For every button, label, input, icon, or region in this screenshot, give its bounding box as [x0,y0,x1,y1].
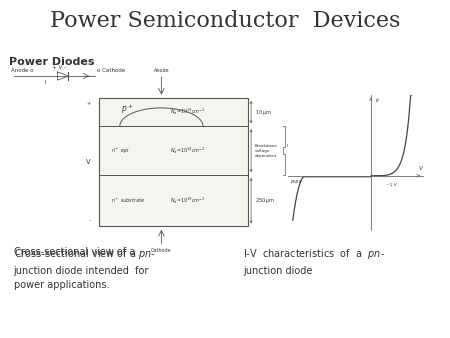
Text: $BV_{BD}$: $BV_{BD}$ [290,179,303,186]
Text: Breakdown
voltage
dependent: Breakdown voltage dependent [255,144,278,158]
Text: + V -: + V - [51,65,66,70]
Text: $I_F$: $I_F$ [375,97,381,105]
Text: Power Diodes: Power Diodes [9,57,94,68]
Text: $N_d\!=\!10^{14}cm^{-3}$: $N_d\!=\!10^{14}cm^{-3}$ [171,146,206,156]
Text: V: V [86,159,91,165]
Text: Power Semiconductor  Devices: Power Semiconductor Devices [50,10,400,32]
Text: Cathode: Cathode [151,248,172,254]
Text: Drift region
of thickness $W_d$: Drift region of thickness $W_d$ [287,144,321,157]
Text: 10 $\mu$m: 10 $\mu$m [255,107,272,117]
Text: ~1 V: ~1 V [386,183,396,187]
Text: $N_d\!=\!10^{19}cm^{-3}$: $N_d\!=\!10^{19}cm^{-3}$ [171,196,206,206]
Text: $n^+$ substrate: $n^+$ substrate [111,196,145,205]
Bar [99,98,248,226]
Text: Anode o: Anode o [11,68,34,73]
Text: o Cathode: o Cathode [97,68,125,73]
Text: Cross-sectional view of a: Cross-sectional view of a [14,247,138,257]
Text: $n^-$ epi: $n^-$ epi [111,146,130,155]
Text: $p^+$: $p^+$ [122,102,134,116]
Text: Cross-sectional view of a $pn$-
junction diode intended  for
power applications.: Cross-sectional view of a $pn$- junction… [14,247,155,290]
Text: +: + [87,101,91,106]
Text: V: V [418,166,422,171]
Text: Anode: Anode [153,68,169,73]
Text: -: - [89,218,91,223]
Text: I: I [44,80,46,85]
Text: $N_a\!=\!10^{19}cm^{-3}$: $N_a\!=\!10^{19}cm^{-3}$ [171,107,206,117]
Text: I-V  characteristics  of  a  $pn$-
junction diode: I-V characteristics of a $pn$- junction … [243,247,385,275]
Text: 250 $\mu$m: 250 $\mu$m [255,196,275,205]
